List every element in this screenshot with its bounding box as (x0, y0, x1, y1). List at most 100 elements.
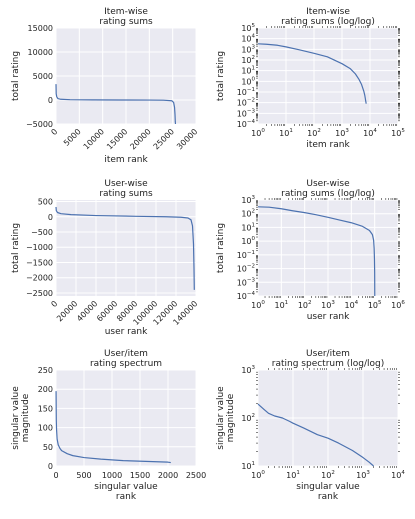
chart-title-line-1: Item-wise (104, 7, 148, 17)
series-line (55, 84, 177, 125)
chart-title-line-1: User-wise (104, 179, 148, 189)
x-tick-label: 0 (49, 127, 59, 137)
y-tick-label-exponent: −4 (247, 291, 256, 297)
x-tick-label-base: 10 (391, 301, 401, 310)
x-tick-label: 101 (279, 128, 293, 138)
x-tick-label-base: 10 (321, 471, 331, 480)
y-tick-label-base: 10 (237, 265, 247, 274)
y-tick-label-exponent: 1 (252, 222, 256, 228)
x-tick-label-exponent: 3 (331, 300, 335, 306)
y-tick-label-base: 10 (241, 56, 251, 65)
x-axis-label-line: item rank (104, 155, 148, 165)
y-tick-label: 100 (241, 76, 255, 86)
x-tick-label: 0 (53, 471, 58, 480)
x-tick-label-exponent: 2 (331, 470, 335, 476)
chart-title-line-1: User-wise (306, 179, 350, 189)
y-tick-label: 105 (241, 23, 255, 33)
y-tick-label: 15000 (28, 24, 53, 33)
y-axis-label: total rating (11, 51, 21, 101)
y-tick-label: −1000 (26, 243, 53, 252)
x-tick-label-exponent: 2 (308, 300, 312, 306)
x-tick-label: 104 (344, 300, 358, 310)
y-tick-label: 10−4 (237, 291, 256, 301)
x-tick-label: 104 (391, 470, 405, 480)
y-tick-label-exponent: −1 (247, 87, 255, 93)
y-tick-label: 102 (241, 209, 255, 219)
x-tick-label: 5000 (62, 127, 83, 148)
y-tick-label-base: 10 (241, 77, 251, 86)
y-tick-label-base: 10 (237, 120, 247, 129)
series-line (257, 403, 374, 467)
x-tick-label: 102 (307, 128, 321, 138)
x-tick-label-base: 10 (279, 129, 289, 138)
y-tick-label-base: 10 (237, 251, 247, 260)
x-tick-label: 103 (321, 300, 335, 310)
x-tick-label: 101 (274, 300, 288, 310)
y-tick-label-exponent: 1 (252, 461, 256, 467)
y-tick-label: 10−3 (237, 277, 256, 287)
x-tick-label-exponent: 1 (296, 470, 300, 476)
chart-title-line-1: User/item (104, 349, 148, 359)
x-tick-label-exponent: 1 (289, 128, 293, 134)
x-tick-label: 102 (298, 300, 312, 310)
x-tick-label: 105 (391, 128, 405, 138)
x-tick-label-base: 10 (251, 471, 261, 480)
chart-title-line-1: User/item (306, 349, 350, 359)
x-axis-label-line: user rank (105, 327, 148, 337)
y-tick-label: 5000 (33, 72, 53, 81)
chart-title-line-2: rating sums (99, 17, 153, 27)
x-tick-label: 0 (49, 299, 59, 309)
y-tick-label-exponent: 1 (252, 66, 256, 72)
y-tick-label: 100 (38, 424, 53, 433)
y-axis-label-line: total rating (11, 51, 21, 101)
y-axis-label: total rating (216, 51, 226, 101)
y-tick-label-exponent: 2 (252, 413, 256, 419)
y-tick-label: 102 (241, 413, 255, 423)
x-axis-label-line: rank (116, 492, 137, 502)
x-tick-label: 103 (356, 470, 370, 480)
y-tick-label-exponent: −2 (247, 98, 255, 104)
x-tick-label-exponent: 1 (285, 300, 289, 306)
x-tick-label-base: 10 (368, 301, 378, 310)
x-tick-label-base: 10 (363, 129, 373, 138)
series-line (257, 206, 376, 297)
y-tick-label-base: 10 (237, 292, 247, 301)
y-tick-label-base: 10 (241, 366, 251, 375)
y-axis-label-line: total rating (216, 51, 226, 101)
y-tick-label-exponent: 0 (252, 236, 256, 242)
x-tick-label: 20000 (128, 127, 152, 151)
y-tick-label: 250 (38, 366, 53, 375)
y-tick-label-base: 10 (241, 462, 251, 471)
y-tick-label-base: 10 (241, 223, 251, 232)
y-tick-label-exponent: 5 (252, 23, 256, 29)
x-tick-label-exponent: 4 (373, 128, 377, 134)
x-tick-label-exponent: 2 (317, 128, 321, 134)
x-tick-label-base: 10 (274, 301, 284, 310)
x-tick-label-base: 10 (251, 301, 261, 310)
y-tick-label-base: 10 (241, 35, 251, 44)
chart-title-line-2: rating sums (99, 189, 153, 199)
x-axis-label-line: singular value (94, 482, 158, 492)
y-axis-label-line: magnitude (21, 393, 31, 442)
x-tick-label-base: 10 (307, 129, 317, 138)
x-tick-label: 105 (368, 300, 382, 310)
chart-panel-4: 100 101 102 103 104 105 10610−410−310−210−1100… (216, 179, 405, 322)
y-tick-label-base: 10 (241, 414, 251, 423)
y-axis-label: singular value magnitude (216, 386, 236, 450)
y-axis-label-line: total rating (216, 223, 226, 273)
x-tick-label-exponent: 0 (261, 470, 265, 476)
x-axis-label: user rank (105, 327, 148, 337)
x-tick-label-base: 10 (298, 301, 308, 310)
plot-area (56, 370, 196, 466)
y-tick-label-exponent: −2 (247, 264, 255, 270)
y-tick-label: 10000 (28, 48, 53, 57)
y-tick-label: 10−3 (237, 108, 256, 118)
y-tick-label-exponent: 0 (252, 76, 256, 82)
x-tick-label: 15000 (105, 127, 129, 151)
y-axis-label: total rating (11, 223, 21, 273)
x-tick-label-base: 10 (344, 301, 354, 310)
y-axis-label-line: magnitude (226, 393, 236, 442)
x-tick-label: 60000 (95, 299, 119, 323)
